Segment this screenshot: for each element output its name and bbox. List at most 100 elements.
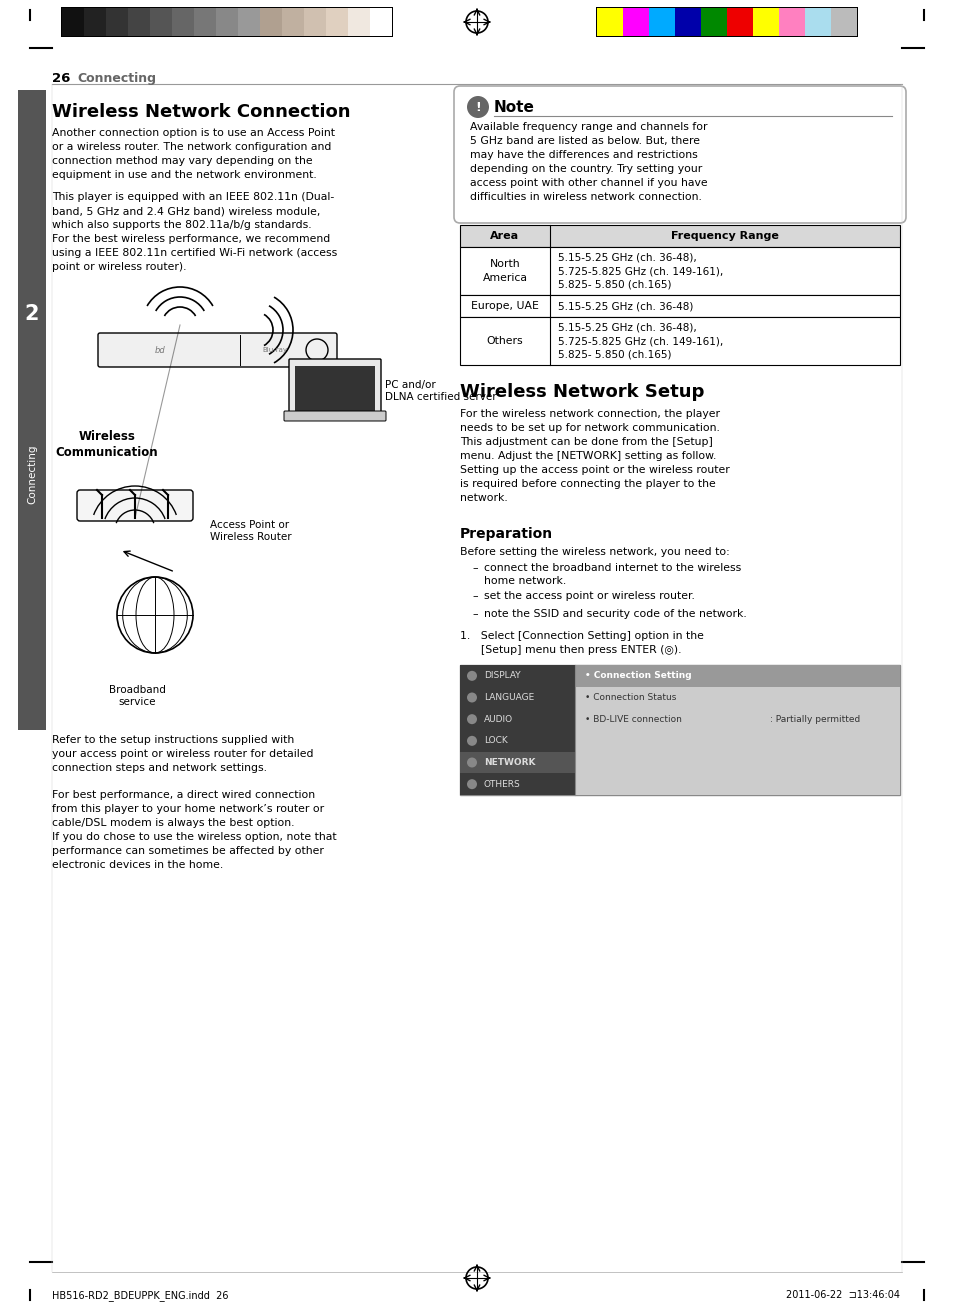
Text: Area: Area xyxy=(490,231,519,241)
Bar xyxy=(596,7,857,37)
Text: Blu-ray: Blu-ray xyxy=(262,347,287,352)
Text: Wireless Network Setup: Wireless Network Setup xyxy=(459,383,703,401)
Bar xyxy=(370,8,392,36)
Text: • Connection Setting: • Connection Setting xyxy=(584,672,691,680)
Text: Refer to the setup instructions supplied with
your access point or wireless rout: Refer to the setup instructions supplied… xyxy=(52,735,314,773)
Bar xyxy=(459,665,899,796)
Text: 5.15-5.25 GHz (ch. 36-48): 5.15-5.25 GHz (ch. 36-48) xyxy=(558,301,693,312)
Text: For best performance, a direct wired connection
from this player to your home ne: For best performance, a direct wired con… xyxy=(52,790,336,871)
Text: Others: Others xyxy=(486,337,523,346)
Bar xyxy=(84,8,106,36)
Bar xyxy=(172,8,193,36)
Text: LOCK: LOCK xyxy=(483,736,507,746)
Text: note the SSID and security code of the network.: note the SSID and security code of the n… xyxy=(483,609,746,619)
Text: Connecting: Connecting xyxy=(27,444,37,504)
Text: HB516-RD2_BDEUPPK_ENG.indd  26: HB516-RD2_BDEUPPK_ENG.indd 26 xyxy=(52,1290,229,1301)
Text: Access Point or
Wireless Router: Access Point or Wireless Router xyxy=(210,519,292,542)
Bar xyxy=(62,8,84,36)
Text: 1.   Select [Connection Setting] option in the: 1. Select [Connection Setting] option in… xyxy=(459,631,703,640)
Text: DISPLAY: DISPLAY xyxy=(483,672,520,680)
Text: !: ! xyxy=(475,100,480,113)
Text: Broadband
service: Broadband service xyxy=(109,685,165,707)
FancyBboxPatch shape xyxy=(77,490,193,521)
Text: Another connection option is to use an Access Point
or a wireless router. The ne: Another connection option is to use an A… xyxy=(52,128,335,180)
Text: –: – xyxy=(472,609,477,619)
Bar xyxy=(61,7,393,37)
Text: [Setup] menu then press ENTER (◎).: [Setup] menu then press ENTER (◎). xyxy=(459,644,680,655)
Text: –: – xyxy=(472,563,477,573)
Bar xyxy=(326,8,348,36)
Text: Frequency Range: Frequency Range xyxy=(670,231,778,241)
Text: 26: 26 xyxy=(52,72,71,85)
Circle shape xyxy=(467,780,476,789)
Text: Preparation: Preparation xyxy=(459,527,553,540)
Circle shape xyxy=(467,736,476,746)
Bar xyxy=(459,752,575,773)
Text: connect the broadband internet to the wireless
home network.: connect the broadband internet to the wi… xyxy=(483,563,740,586)
Text: Wireless
Communication: Wireless Communication xyxy=(55,430,158,459)
Text: • Connection Status: • Connection Status xyxy=(584,693,676,702)
Text: –: – xyxy=(472,590,477,601)
Bar xyxy=(648,8,675,36)
Bar xyxy=(215,8,237,36)
Bar xyxy=(459,295,899,317)
Bar xyxy=(128,8,150,36)
Text: set the access point or wireless router.: set the access point or wireless router. xyxy=(483,590,694,601)
Bar xyxy=(459,247,899,295)
Circle shape xyxy=(467,757,476,768)
Bar xyxy=(18,89,46,730)
Text: 2011-06-22  ⊐13:46:04: 2011-06-22 ⊐13:46:04 xyxy=(785,1290,899,1301)
Text: bd: bd xyxy=(154,346,165,355)
Bar xyxy=(282,8,304,36)
Text: AUDIO: AUDIO xyxy=(483,714,513,723)
Text: Available frequency range and channels for
5 GHz band are listed as below. But, : Available frequency range and channels f… xyxy=(470,122,707,203)
Bar xyxy=(779,8,804,36)
Bar xyxy=(304,8,326,36)
Text: OTHERS: OTHERS xyxy=(483,780,520,789)
FancyBboxPatch shape xyxy=(98,333,336,367)
Bar xyxy=(597,8,622,36)
Bar xyxy=(260,8,282,36)
Circle shape xyxy=(467,96,489,118)
FancyBboxPatch shape xyxy=(284,412,386,421)
Bar xyxy=(575,665,899,686)
Bar xyxy=(830,8,856,36)
Text: North
America: North America xyxy=(482,259,527,283)
Text: : Partially permitted: : Partially permitted xyxy=(769,714,860,723)
Bar xyxy=(675,8,700,36)
Text: For the wireless network connection, the player
needs to be set up for network c: For the wireless network connection, the… xyxy=(459,409,729,504)
FancyBboxPatch shape xyxy=(454,85,905,224)
Circle shape xyxy=(467,671,476,681)
Bar xyxy=(700,8,726,36)
Bar xyxy=(237,8,260,36)
Bar xyxy=(106,8,128,36)
Text: 2: 2 xyxy=(25,304,39,323)
Text: Connecting: Connecting xyxy=(77,72,156,85)
Bar xyxy=(575,665,899,796)
Bar xyxy=(459,225,899,247)
Bar xyxy=(622,8,648,36)
Bar xyxy=(294,366,375,412)
Bar xyxy=(150,8,172,36)
Bar xyxy=(804,8,830,36)
Text: 5.15-5.25 GHz (ch. 36-48),
5.725-5.825 GHz (ch. 149-161),
5.825- 5.850 (ch.165): 5.15-5.25 GHz (ch. 36-48), 5.725-5.825 G… xyxy=(558,252,722,289)
Text: NETWORK: NETWORK xyxy=(483,757,535,767)
Text: Note: Note xyxy=(494,100,535,114)
Text: • BD-LIVE connection: • BD-LIVE connection xyxy=(584,714,681,723)
Bar xyxy=(459,317,899,366)
Text: Europe, UAE: Europe, UAE xyxy=(471,301,538,312)
Text: This player is equipped with an IEEE 802.11n (Dual-
band, 5 GHz and 2.4 GHz band: This player is equipped with an IEEE 802… xyxy=(52,192,337,272)
Circle shape xyxy=(467,714,476,725)
Text: 5.15-5.25 GHz (ch. 36-48),
5.725-5.825 GHz (ch. 149-161),
5.825- 5.850 (ch.165): 5.15-5.25 GHz (ch. 36-48), 5.725-5.825 G… xyxy=(558,322,722,359)
Bar xyxy=(193,8,215,36)
Bar xyxy=(348,8,370,36)
Text: Before setting the wireless network, you need to:: Before setting the wireless network, you… xyxy=(459,547,729,558)
Bar xyxy=(726,8,752,36)
Circle shape xyxy=(467,693,476,702)
Text: Wireless Network Connection: Wireless Network Connection xyxy=(52,103,350,121)
Bar xyxy=(459,665,575,796)
Bar xyxy=(752,8,779,36)
Text: PC and/or
DLNA certified server: PC and/or DLNA certified server xyxy=(385,380,497,402)
Text: LANGUAGE: LANGUAGE xyxy=(483,693,534,702)
FancyBboxPatch shape xyxy=(289,359,380,416)
